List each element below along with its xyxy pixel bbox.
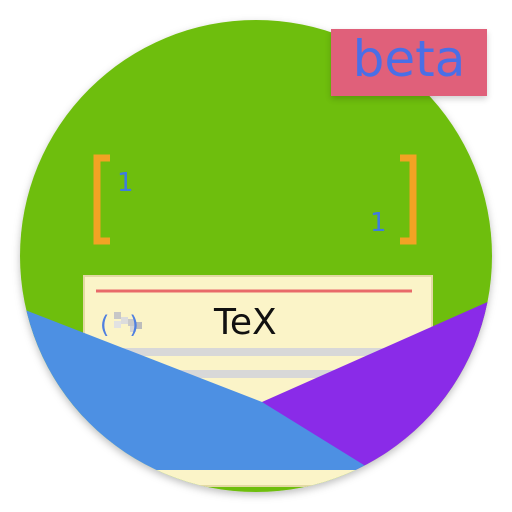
matrix-entry-top-left: 1 — [117, 168, 134, 198]
bracket-right-icon — [400, 154, 417, 245]
matrix-entry-bottom-right: 1 — [370, 208, 387, 238]
blank-placeholder-icon — [114, 312, 142, 332]
card-parentheses: ( ) — [100, 311, 139, 339]
card-label: TeX — [214, 302, 277, 343]
beta-badge: beta — [331, 29, 487, 96]
bracket-left-icon — [93, 154, 110, 245]
blue-pocket — [20, 308, 372, 470]
